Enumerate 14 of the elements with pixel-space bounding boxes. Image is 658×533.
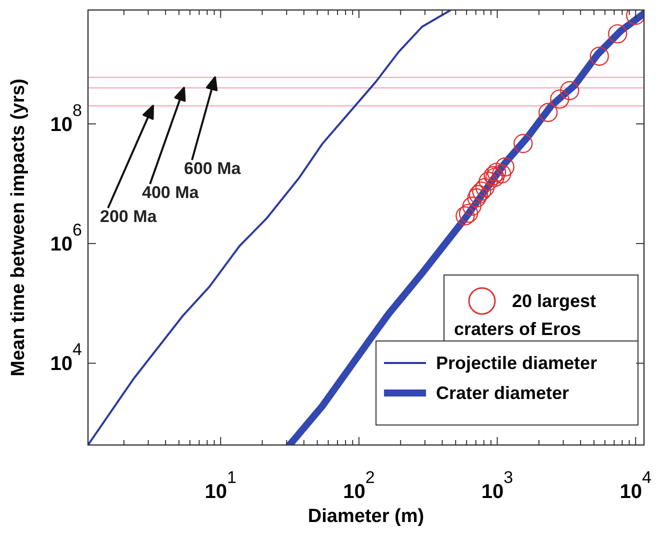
y-axis-title: Mean time between impacts (yrs) bbox=[8, 78, 29, 376]
legend-label: Crater diameter bbox=[436, 383, 570, 403]
annotation: 600 Ma bbox=[184, 159, 242, 178]
x-tick-label: 10$^{2}$ bbox=[343, 468, 375, 503]
x-tick-label: 10$^{3}$ bbox=[481, 468, 514, 503]
y-tick-label: 10$^{8}$ bbox=[50, 100, 82, 136]
x-tick-label: 10$^{4}$ bbox=[620, 468, 652, 503]
y-tick-label: 10$^{4}$ bbox=[50, 340, 82, 376]
x-tick-label: 10$^{1}$ bbox=[204, 468, 236, 503]
annotation: 200 Ma bbox=[100, 207, 158, 226]
x-axis-title: Diameter (m) bbox=[308, 506, 424, 527]
annotation: 400 Ma bbox=[142, 183, 200, 202]
legend-label: Projectile diameter bbox=[436, 353, 598, 373]
legend-label: 20 largest craters of Eros bbox=[454, 291, 596, 339]
